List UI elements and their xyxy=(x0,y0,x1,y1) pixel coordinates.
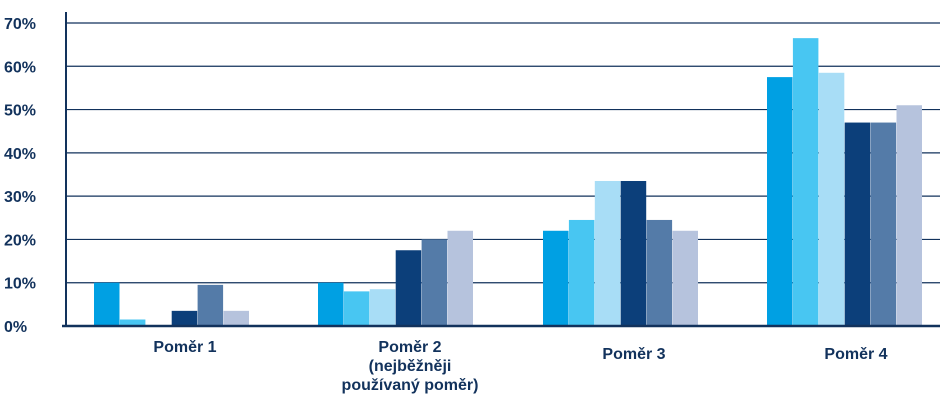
bar xyxy=(896,105,922,326)
y-tick-label: 40% xyxy=(4,146,36,163)
bar xyxy=(767,77,793,326)
bar xyxy=(672,230,698,326)
axes xyxy=(62,12,940,328)
y-tick-label: 0% xyxy=(4,319,27,336)
x-category-label: Poměr 4 xyxy=(824,346,887,363)
y-tick-label: 60% xyxy=(4,59,36,76)
bar xyxy=(119,319,146,326)
bar xyxy=(870,122,897,326)
y-tick-label: 20% xyxy=(4,232,36,249)
bars xyxy=(94,38,922,327)
bar xyxy=(94,282,120,326)
bar xyxy=(792,38,819,327)
bar xyxy=(171,310,198,326)
bar xyxy=(594,180,621,326)
y-tick-label: 10% xyxy=(4,276,36,293)
x-category-label: Poměr 3 xyxy=(602,346,665,363)
x-axis-categories: Poměr 1 Poměr 2 (nejběžněji používaný poměr… xyxy=(153,339,887,394)
bar xyxy=(543,230,569,326)
x-category-label: Poměr 1 xyxy=(153,339,216,356)
bar xyxy=(343,291,370,326)
bar xyxy=(568,219,595,326)
bar xyxy=(197,284,224,326)
bar xyxy=(447,230,473,326)
y-tick-label: 70% xyxy=(4,16,36,33)
bar xyxy=(620,180,647,326)
bar xyxy=(223,310,249,326)
gridlines xyxy=(66,22,940,284)
y-tick-label: 30% xyxy=(4,189,36,206)
bar xyxy=(844,122,871,326)
y-axis-ticks: 0% 10% 20% 30% 40% 50% 60% 70% xyxy=(4,16,36,336)
x-category-label: Poměr 2 (nejběžněji používaný poměr) xyxy=(342,339,479,394)
bar xyxy=(646,219,673,326)
bar xyxy=(818,72,845,327)
bar xyxy=(395,250,422,326)
bar xyxy=(318,282,344,326)
y-tick-label: 50% xyxy=(4,103,36,120)
bar xyxy=(421,239,448,326)
bar xyxy=(369,289,396,326)
